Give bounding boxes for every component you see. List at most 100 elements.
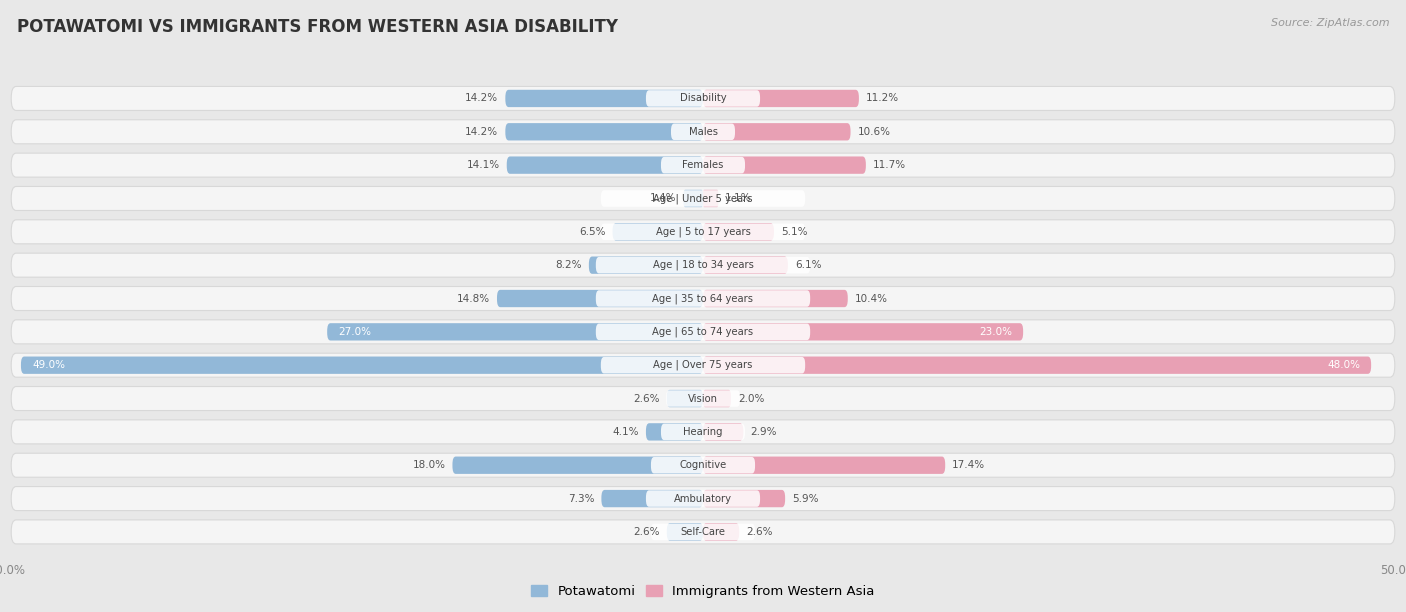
FancyBboxPatch shape <box>496 290 703 307</box>
FancyBboxPatch shape <box>703 290 848 307</box>
FancyBboxPatch shape <box>651 457 755 474</box>
Text: 14.2%: 14.2% <box>465 94 498 103</box>
FancyBboxPatch shape <box>453 457 703 474</box>
FancyBboxPatch shape <box>596 257 810 274</box>
FancyBboxPatch shape <box>703 424 744 441</box>
Text: Age | Under 5 years: Age | Under 5 years <box>654 193 752 204</box>
Text: 10.4%: 10.4% <box>855 294 887 304</box>
FancyBboxPatch shape <box>661 157 745 173</box>
Text: 2.0%: 2.0% <box>738 394 765 403</box>
Text: 14.1%: 14.1% <box>467 160 499 170</box>
FancyBboxPatch shape <box>602 490 703 507</box>
FancyBboxPatch shape <box>703 90 859 107</box>
FancyBboxPatch shape <box>613 223 703 241</box>
Text: 2.6%: 2.6% <box>633 394 659 403</box>
Text: 27.0%: 27.0% <box>339 327 371 337</box>
Text: 14.2%: 14.2% <box>465 127 498 137</box>
FancyBboxPatch shape <box>600 357 806 373</box>
Text: POTAWATOMI VS IMMIGRANTS FROM WESTERN ASIA DISABILITY: POTAWATOMI VS IMMIGRANTS FROM WESTERN AS… <box>17 18 617 36</box>
FancyBboxPatch shape <box>666 390 740 407</box>
Text: Females: Females <box>682 160 724 170</box>
Text: Disability: Disability <box>679 94 727 103</box>
FancyBboxPatch shape <box>703 223 773 241</box>
FancyBboxPatch shape <box>11 320 1395 344</box>
FancyBboxPatch shape <box>703 457 945 474</box>
Text: 10.6%: 10.6% <box>858 127 890 137</box>
FancyBboxPatch shape <box>683 190 703 207</box>
Text: 23.0%: 23.0% <box>979 327 1012 337</box>
FancyBboxPatch shape <box>21 357 703 374</box>
FancyBboxPatch shape <box>703 490 785 507</box>
Text: 8.2%: 8.2% <box>555 260 582 270</box>
FancyBboxPatch shape <box>11 253 1395 277</box>
FancyBboxPatch shape <box>703 190 718 207</box>
FancyBboxPatch shape <box>11 120 1395 144</box>
FancyBboxPatch shape <box>703 256 787 274</box>
FancyBboxPatch shape <box>506 157 703 174</box>
FancyBboxPatch shape <box>11 286 1395 310</box>
Text: Vision: Vision <box>688 394 718 403</box>
Text: Ambulatory: Ambulatory <box>673 493 733 504</box>
Text: 18.0%: 18.0% <box>412 460 446 470</box>
Text: Age | 5 to 17 years: Age | 5 to 17 years <box>655 226 751 237</box>
FancyBboxPatch shape <box>703 123 851 141</box>
Text: Age | 35 to 64 years: Age | 35 to 64 years <box>652 293 754 304</box>
Text: Source: ZipAtlas.com: Source: ZipAtlas.com <box>1271 18 1389 28</box>
FancyBboxPatch shape <box>645 424 703 441</box>
Text: 17.4%: 17.4% <box>952 460 986 470</box>
FancyBboxPatch shape <box>596 290 810 307</box>
Text: 49.0%: 49.0% <box>32 360 65 370</box>
FancyBboxPatch shape <box>11 86 1395 110</box>
Text: 2.9%: 2.9% <box>751 427 778 437</box>
Text: 4.1%: 4.1% <box>613 427 638 437</box>
Text: 11.7%: 11.7% <box>873 160 905 170</box>
Text: 48.0%: 48.0% <box>1327 360 1360 370</box>
FancyBboxPatch shape <box>11 353 1395 377</box>
Text: 7.3%: 7.3% <box>568 493 595 504</box>
FancyBboxPatch shape <box>703 323 1024 340</box>
Text: Cognitive: Cognitive <box>679 460 727 470</box>
FancyBboxPatch shape <box>505 90 703 107</box>
FancyBboxPatch shape <box>645 490 761 507</box>
Text: 14.8%: 14.8% <box>457 294 491 304</box>
FancyBboxPatch shape <box>11 220 1395 244</box>
Text: Self-Care: Self-Care <box>681 527 725 537</box>
FancyBboxPatch shape <box>11 153 1395 177</box>
Text: Age | 65 to 74 years: Age | 65 to 74 years <box>652 327 754 337</box>
Text: 6.5%: 6.5% <box>579 227 606 237</box>
Text: 6.1%: 6.1% <box>794 260 821 270</box>
FancyBboxPatch shape <box>11 420 1395 444</box>
FancyBboxPatch shape <box>703 357 1371 374</box>
FancyBboxPatch shape <box>703 390 731 407</box>
FancyBboxPatch shape <box>661 424 745 440</box>
FancyBboxPatch shape <box>671 124 735 140</box>
Text: 5.1%: 5.1% <box>780 227 807 237</box>
FancyBboxPatch shape <box>328 323 703 340</box>
Text: Hearing: Hearing <box>683 427 723 437</box>
Text: 1.4%: 1.4% <box>650 193 676 203</box>
Text: Age | 18 to 34 years: Age | 18 to 34 years <box>652 260 754 271</box>
Text: 2.6%: 2.6% <box>747 527 773 537</box>
FancyBboxPatch shape <box>666 523 703 540</box>
Text: 11.2%: 11.2% <box>866 94 898 103</box>
Text: Males: Males <box>689 127 717 137</box>
FancyBboxPatch shape <box>11 487 1395 510</box>
FancyBboxPatch shape <box>600 223 806 240</box>
Text: 1.1%: 1.1% <box>725 193 752 203</box>
FancyBboxPatch shape <box>11 520 1395 544</box>
Text: 5.9%: 5.9% <box>792 493 818 504</box>
Text: Age | Over 75 years: Age | Over 75 years <box>654 360 752 370</box>
FancyBboxPatch shape <box>666 390 703 407</box>
FancyBboxPatch shape <box>703 157 866 174</box>
FancyBboxPatch shape <box>600 190 806 207</box>
FancyBboxPatch shape <box>589 256 703 274</box>
FancyBboxPatch shape <box>11 453 1395 477</box>
FancyBboxPatch shape <box>11 387 1395 411</box>
FancyBboxPatch shape <box>505 123 703 141</box>
FancyBboxPatch shape <box>651 524 755 540</box>
Text: 2.6%: 2.6% <box>633 527 659 537</box>
Legend: Potawatomi, Immigrants from Western Asia: Potawatomi, Immigrants from Western Asia <box>526 580 880 603</box>
FancyBboxPatch shape <box>11 187 1395 211</box>
FancyBboxPatch shape <box>703 523 740 540</box>
FancyBboxPatch shape <box>645 90 761 106</box>
